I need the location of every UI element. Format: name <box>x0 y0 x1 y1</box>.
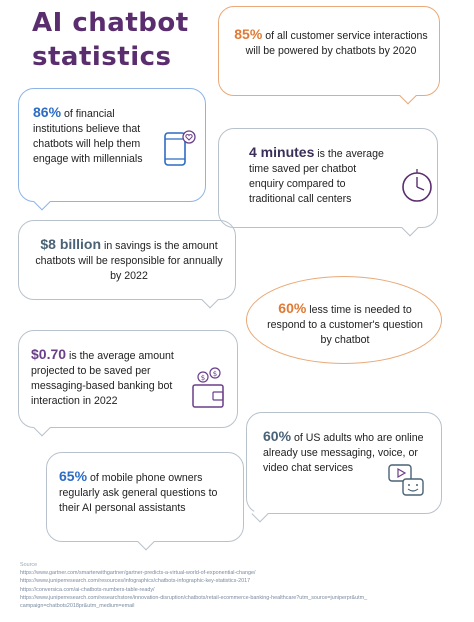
stat-text: 4 minutes is the average time saved per … <box>249 145 389 207</box>
stat-value: 60% <box>263 428 292 444</box>
stat-bubble-60-less-time: 60% less time is needed to respond to a … <box>246 276 442 364</box>
stat-value: 60% <box>278 300 307 316</box>
stat-bubble-60-us-adults: 60% of US adults who are online already … <box>246 412 442 514</box>
wallet-dollar-icon: $ $ <box>192 367 224 408</box>
page-title: AI chatbot statistics <box>32 6 202 74</box>
stat-bubble-65-mobile-owners: 65% of mobile phone owners regularly ask… <box>46 452 244 542</box>
stat-text: $0.70 is the average amount projected to… <box>31 347 197 409</box>
stat-value: $8 billion <box>40 236 102 252</box>
sources-label: Source <box>20 562 38 568</box>
stat-text: 86% of financial institutions believe th… <box>33 105 165 167</box>
stat-value: 65% <box>59 468 88 484</box>
stat-bubble-85-customer-service: 85% of all customer service interactions… <box>218 6 440 96</box>
stat-value: 86% <box>33 104 62 120</box>
stat-description: in savings is the amount chatbots will b… <box>35 240 223 282</box>
stat-description: of financial institutions believe that c… <box>33 108 143 165</box>
video-chat-icon <box>388 464 424 496</box>
stat-description: less time is needed to respond to a cust… <box>267 304 423 346</box>
stat-bubble-4-minutes: 4 minutes is the average time saved per … <box>218 128 438 228</box>
stat-description: is the average time saved per chatbot en… <box>249 148 384 205</box>
svg-text:$: $ <box>201 374 205 382</box>
title-line-1: AI chatbot <box>32 8 189 38</box>
title-line-2: statistics <box>32 42 172 72</box>
stat-text: 60% of US adults who are online already … <box>263 429 435 476</box>
phone-heart-icon <box>164 130 196 166</box>
stat-text: $8 billion in savings is the amount chat… <box>31 237 227 284</box>
stat-bubble-0-70: $0.70 is the average amount projected to… <box>18 330 238 428</box>
stat-description: is the average amount projected to be sa… <box>31 350 174 407</box>
source-link[interactable]: https://www.juniperresearch.com/resource… <box>20 578 251 585</box>
source-link[interactable]: https://www.juniperresearch.com/research… <box>20 594 368 601</box>
stat-bubble-86-financial-institutions: 86% of financial institutions believe th… <box>18 88 206 202</box>
stat-value: 4 minutes <box>249 144 315 160</box>
stat-bubble-8-billion: $8 billion in savings is the amount chat… <box>18 220 236 300</box>
stat-description: of US adults who are online already use … <box>263 432 424 474</box>
source-link[interactable]: campaign=chatbots2018pr&utm_medium=email <box>20 603 135 610</box>
source-link[interactable]: https://www.gartner.com/smarterwithgartn… <box>20 570 256 577</box>
stat-description: of mobile phone owners regularly ask gen… <box>59 472 218 514</box>
stat-text: 65% of mobile phone owners regularly ask… <box>59 469 237 516</box>
svg-text:$: $ <box>213 370 217 378</box>
stat-value: 85% <box>234 26 263 42</box>
stat-text: 60% less time is needed to respond to a … <box>265 301 425 348</box>
sources-block: Source https://www.gartner.com/smarterwi… <box>20 561 460 610</box>
source-link[interactable]: https://conversica.com/ai-chatbots-numbe… <box>20 586 155 593</box>
stat-description: of all customer service interactions wil… <box>245 30 428 57</box>
clock-icon <box>402 169 432 202</box>
stat-value: $0.70 <box>31 346 67 362</box>
stat-text: 85% of all customer service interactions… <box>233 27 429 59</box>
